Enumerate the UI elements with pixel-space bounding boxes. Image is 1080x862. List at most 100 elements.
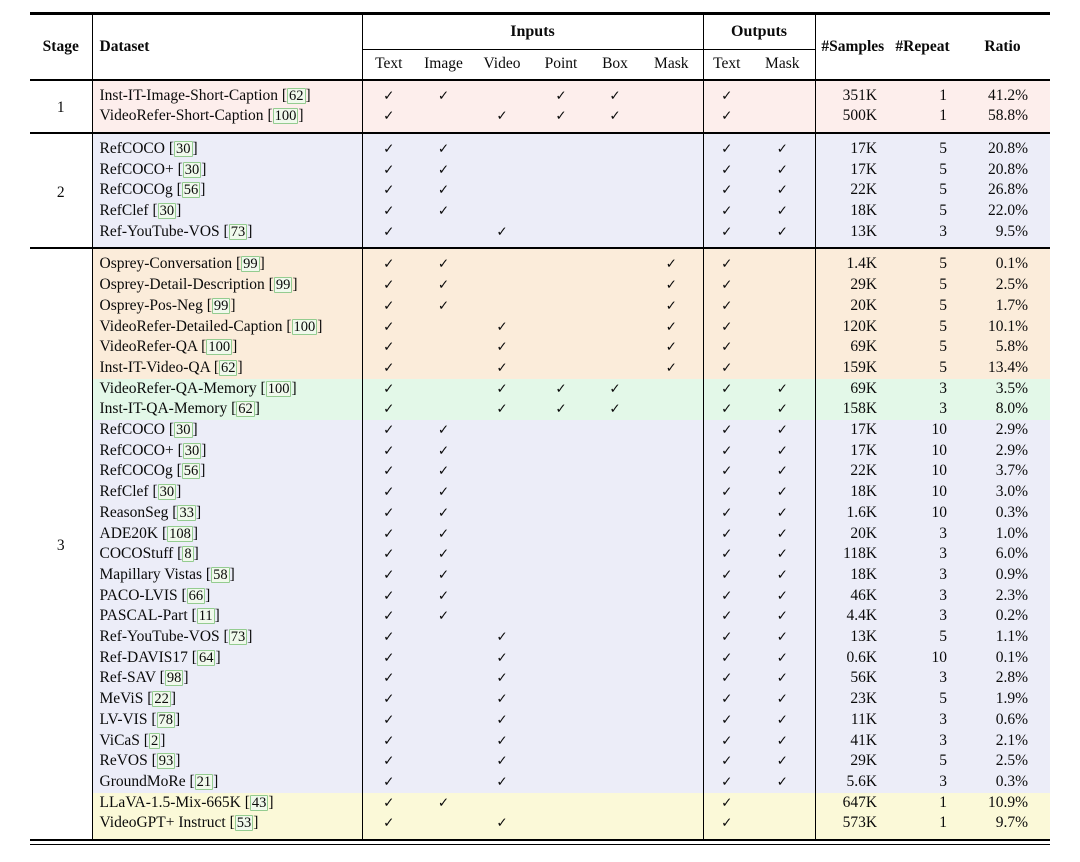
output-mask-cell [750,248,816,276]
citation-link[interactable]: 100 [272,108,299,125]
repeat-cell: 1 [890,106,956,133]
dataset-name: PACO-LVIS [99,586,182,604]
samples-cell: 118K [815,544,891,565]
repeat-cell: 5 [890,248,956,276]
citation-link[interactable]: 30 [174,140,193,157]
citation-link[interactable]: 99 [241,256,260,273]
output-mask-cell: ✓ [750,159,816,181]
repeat-cell: 10 [890,440,956,462]
citation-link[interactable]: 100 [206,339,233,356]
citation-link[interactable]: 33 [177,504,196,521]
dataset-cell: Osprey-Conversation [99] [92,248,363,276]
input-mask-cell [640,159,704,181]
dataset-name: Osprey-Pos-Neg [99,296,207,314]
citation-link[interactable]: 58 [211,566,230,583]
input-point-cell [532,159,590,181]
input-mask-cell [640,502,704,524]
dataset-cell: ReasonSeg [33] [92,502,363,524]
repeat-cell: 3 [890,730,956,752]
input-point-cell: ✓ [532,378,590,400]
samples-cell: 573K [815,813,891,841]
dataset-cell: Inst-IT-Video-QA [62] [92,357,363,379]
input-box-cell [590,440,640,462]
citation-link[interactable]: 21 [194,774,214,790]
input-image-cell [415,399,472,421]
repeat-cell: 3 [890,668,956,690]
citation-link[interactable]: 2 [148,732,161,749]
samples-cell: 20K [815,295,891,317]
dataset-name: ViCaS [99,731,144,749]
check-icon: ✓ [776,401,788,418]
input-text-cell: ✓ [362,180,415,202]
citation-link[interactable]: 30 [182,161,202,178]
citation-link[interactable]: 73 [228,223,248,240]
check-icon: ✓ [609,108,621,125]
check-icon: ✓ [721,422,733,439]
citation-link[interactable]: 78 [156,711,175,728]
check-icon: ✓ [383,753,395,770]
citation-link[interactable]: 66 [186,587,206,604]
repeat-cell: 3 [890,221,956,249]
check-icon: ✓ [721,359,733,376]
dataset-name: Inst-IT-Video-QA [99,358,214,376]
citation-link[interactable]: 30 [157,203,177,220]
citation-link[interactable]: 100 [291,318,318,335]
input-image-cell [415,357,472,379]
citation-link[interactable]: 56 [181,182,201,199]
citation-link[interactable]: 62 [236,401,255,418]
output-text-cell: ✓ [703,440,751,462]
citation-link[interactable]: 30 [182,442,202,459]
citation-link[interactable]: 73 [228,629,248,646]
check-icon: ✓ [721,442,733,459]
citation-link[interactable]: 62 [287,87,306,104]
input-video-cell: ✓ [472,378,532,400]
input-text-cell: ✓ [362,751,415,772]
check-icon: ✓ [437,140,450,157]
dataset-cell: COCOStuff [8] [92,544,363,565]
output-text-cell: ✓ [703,772,751,793]
citation-link[interactable]: 99 [211,297,231,314]
input-text-cell: ✓ [362,668,415,690]
dataset-cell: VideoRefer-Short-Caption [100] [92,106,363,133]
repeat-cell: 3 [890,606,956,628]
citation-link[interactable]: 53 [234,815,254,832]
input-mask-cell [640,523,704,545]
citation-link[interactable]: 22 [152,691,171,708]
citation-link[interactable]: 99 [273,277,293,294]
ratio-cell: 0.3% [955,502,1051,524]
dataset-cell: ADE20K [108] [92,523,363,545]
input-image-cell [415,730,472,752]
output-mask-cell: ✓ [750,378,816,400]
citation-link[interactable]: 8 [182,546,194,563]
input-point-cell [532,792,590,814]
citation-link[interactable]: 30 [157,484,177,501]
dataset-name: VideoRefer-QA [99,338,202,356]
samples-cell: 158K [815,399,891,421]
dataset-cell: Mapillary Vistas [58] [92,564,363,586]
citation-link[interactable]: 11 [196,608,215,625]
input-mask-cell [640,751,704,772]
citation-link[interactable]: 43 [249,794,269,811]
citation-link[interactable]: 93 [156,753,176,770]
input-video-cell: ✓ [472,730,532,752]
citation-link[interactable]: 64 [196,649,216,666]
dataset-name: RefCOCO [99,139,169,157]
input-video-cell [472,585,532,607]
citation-link[interactable]: 100 [265,380,292,397]
dataset-cell: PACO-LVIS [66] [92,585,363,607]
check-icon: ✓ [383,297,395,314]
dataset-cell: RefCOCO [30] [92,132,363,160]
citation-link[interactable]: 98 [164,670,184,687]
input-video-cell [472,523,532,545]
table-row: Ref-DAVIS17 [64] ✓ ✓ ✓ ✓ 0.6K 10 0.1% [30,647,1051,669]
check-icon: ✓ [383,691,395,708]
input-box-cell [590,316,640,338]
citation-link[interactable]: 30 [174,422,193,439]
citation-link[interactable]: 62 [218,359,238,376]
input-mask-cell [640,585,704,607]
citation-link[interactable]: 56 [181,463,201,480]
input-image-cell [415,337,472,358]
citation-link[interactable]: 108 [167,525,193,542]
input-text-cell: ✓ [362,792,415,814]
input-mask-cell [640,420,704,441]
